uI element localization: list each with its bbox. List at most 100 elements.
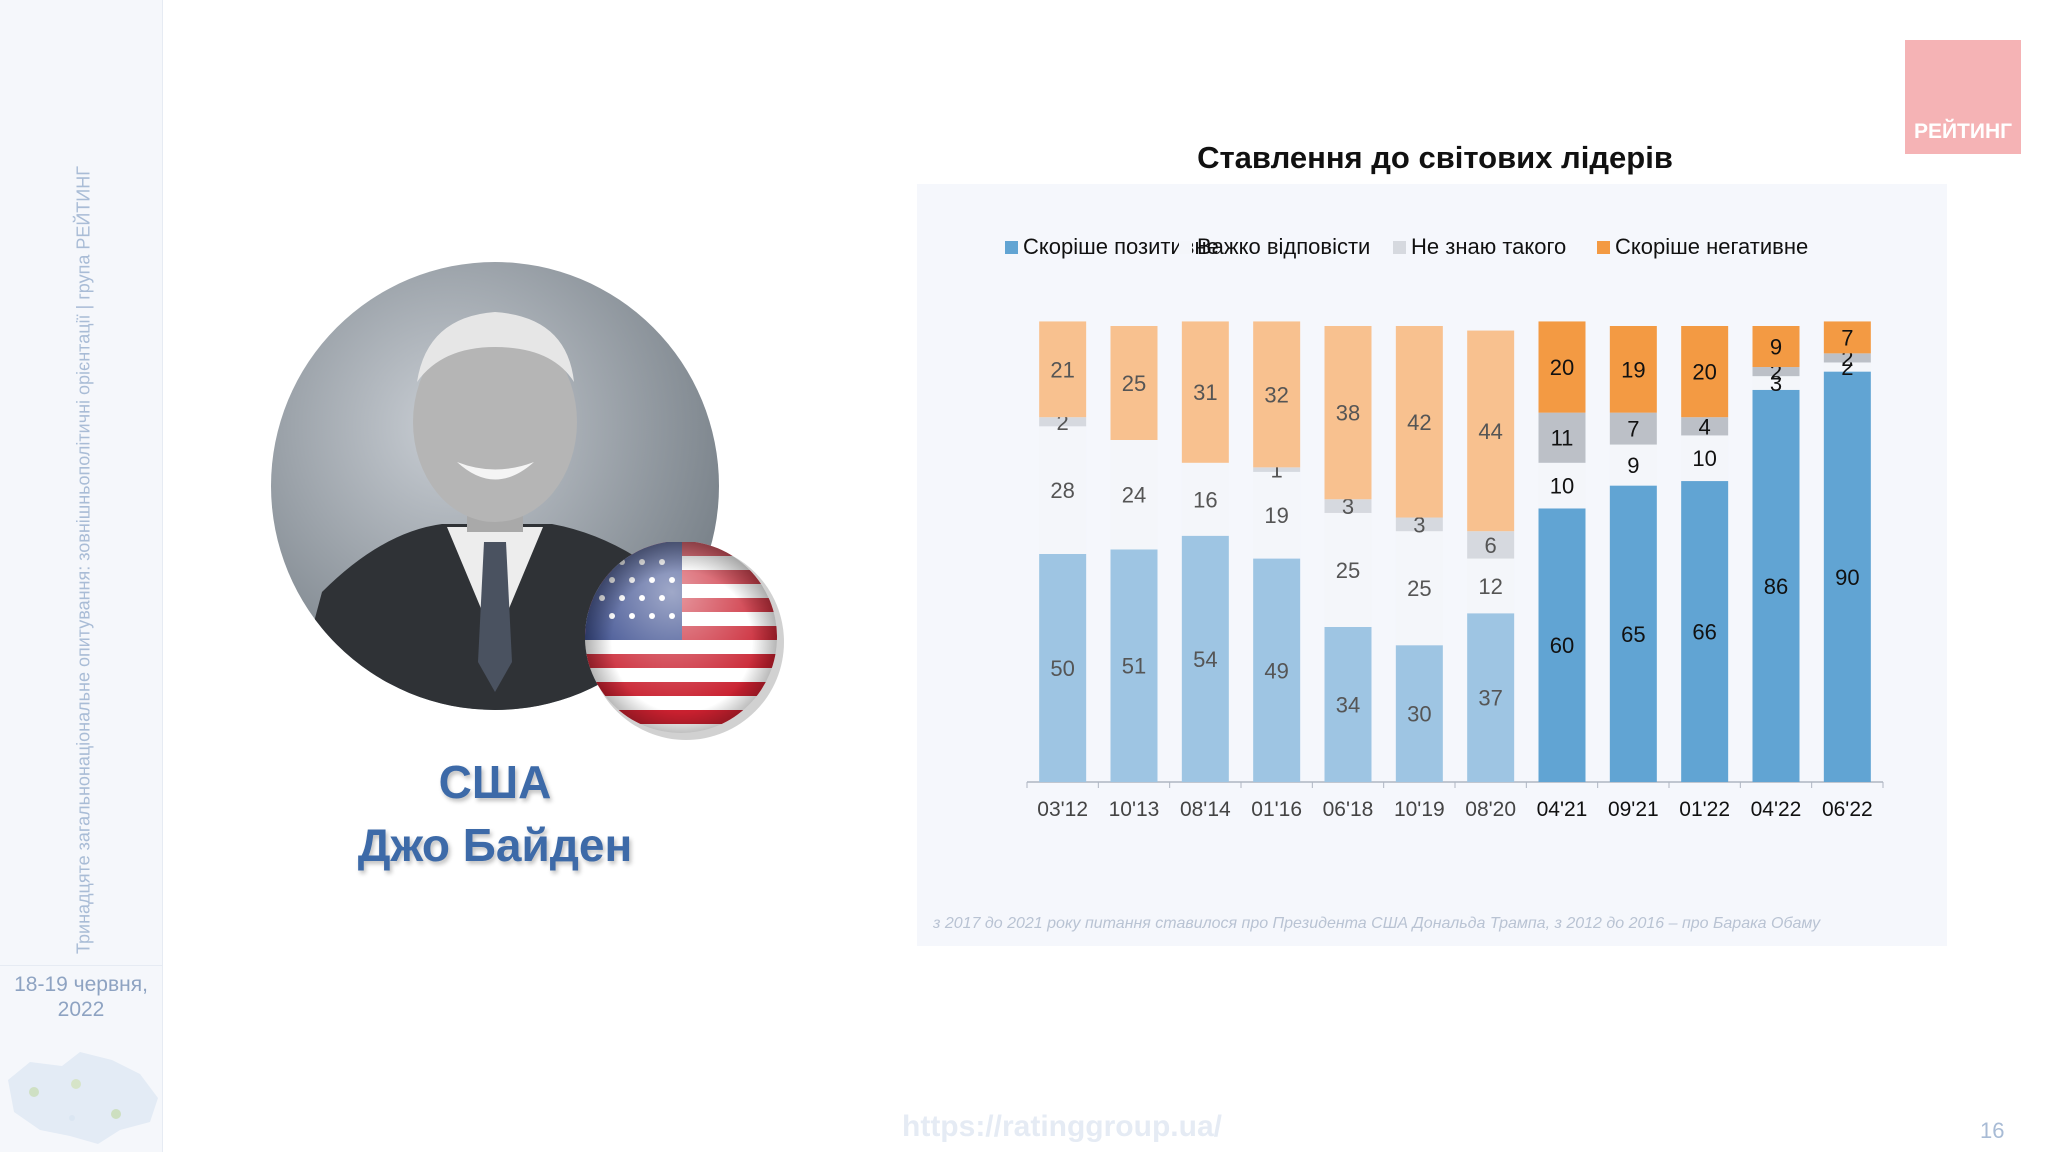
label-hard-to-say: 28 <box>1050 478 1074 503</box>
x-tick-label: 08'20 <box>1465 798 1516 821</box>
label-hard-to-say: 10 <box>1550 474 1574 499</box>
bar-dont-know <box>1467 531 1515 559</box>
bar-negative <box>1681 326 1729 418</box>
bar-positive <box>1538 508 1586 782</box>
country-name: США <box>438 756 552 808</box>
label-negative: 42 <box>1407 410 1431 435</box>
label-negative: 7 <box>1841 325 1853 350</box>
website-url[interactable]: https://ratinggroup.ua/ <box>902 1110 1222 1143</box>
label-hard-to-say: 19 <box>1264 503 1288 528</box>
label-positive: 60 <box>1550 633 1574 658</box>
legend-label: Скоріше негативне <box>1615 234 1808 259</box>
bar-negative <box>1609 326 1657 413</box>
bar-positive <box>1467 613 1515 782</box>
survey-date-line1: 18-19 червня, <box>14 973 148 996</box>
label-dont-know: 11 <box>1551 426 1574 451</box>
bar-positive <box>1253 558 1301 782</box>
bar-positive <box>1181 535 1229 782</box>
chart-title: Ставлення до світових лідерів <box>1197 140 1673 175</box>
label-hard-to-say: 25 <box>1336 558 1360 583</box>
bar-positive <box>1681 481 1729 782</box>
leader-name: Джо Байден <box>357 819 633 871</box>
bar-dont-know <box>1681 417 1729 436</box>
label-negative: 9 <box>1770 335 1782 360</box>
label-dont-know: 3 <box>1413 512 1425 537</box>
bar-dont-know <box>1823 353 1871 363</box>
bar-positive <box>1110 549 1158 782</box>
bar-negative <box>1752 326 1800 368</box>
label-negative: 31 <box>1193 380 1217 405</box>
rating-logo: РЕЙТИНГ <box>1905 40 2021 154</box>
label-positive: 30 <box>1407 702 1431 727</box>
x-tick-label: 08'14 <box>1180 798 1231 821</box>
bar-dont-know <box>1395 517 1443 532</box>
label-positive: 50 <box>1050 656 1074 681</box>
label-negative: 20 <box>1692 360 1716 385</box>
legend-label: Важко відповісти <box>1197 234 1370 259</box>
label-hard-to-say: 24 <box>1122 483 1146 508</box>
ukraine-map-icon <box>8 1052 158 1144</box>
label-positive: 49 <box>1264 658 1288 683</box>
portrait-graphic <box>271 262 784 740</box>
bar-hard-to-say <box>1467 558 1515 614</box>
bar-hard-to-say <box>1538 462 1586 509</box>
label-positive: 51 <box>1122 654 1146 679</box>
bar-hard-to-say <box>1823 362 1871 372</box>
bar-positive <box>1609 485 1657 782</box>
x-tick-label: 09'21 <box>1608 798 1659 821</box>
bar-dont-know <box>1324 499 1372 513</box>
label-negative: 20 <box>1550 355 1574 380</box>
label-negative: 25 <box>1122 371 1146 396</box>
legend-label: Не знаю такого <box>1411 234 1566 259</box>
label-hard-to-say: 9 <box>1627 453 1639 478</box>
label-negative: 32 <box>1264 382 1288 407</box>
bar-hard-to-say <box>1181 462 1229 536</box>
label-hard-to-say: 10 <box>1692 446 1716 471</box>
label-positive: 37 <box>1478 686 1502 711</box>
sidebar: Тринадцяте загальнонаціональне опитуванн… <box>0 0 163 1152</box>
x-tick-label: 03'12 <box>1037 798 1088 821</box>
page-number: 16 <box>1980 1118 2005 1143</box>
label-dont-know: 4 <box>1699 414 1711 439</box>
label-positive: 34 <box>1336 692 1360 717</box>
survey-date: 18-19 червня, 2022 <box>0 972 162 1022</box>
label-dont-know: 6 <box>1485 533 1497 558</box>
bar-negative <box>1467 330 1515 532</box>
x-tick-label: 06'22 <box>1822 798 1873 821</box>
x-tick-label: 10'13 <box>1109 798 1160 821</box>
bar-hard-to-say <box>1324 512 1372 627</box>
label-positive: 66 <box>1692 620 1716 645</box>
label-dont-know: 7 <box>1627 417 1639 442</box>
legend-swatch <box>1597 241 1610 254</box>
bar-positive <box>1324 626 1372 782</box>
label-negative: 38 <box>1336 401 1360 426</box>
bar-positive <box>1039 554 1087 782</box>
legend-swatch <box>1393 241 1406 254</box>
chart-footnote: з 2017 до 2021 року питання ставилося пр… <box>933 915 1821 932</box>
x-tick-label: 01'22 <box>1679 798 1730 821</box>
bar-dont-know <box>1253 467 1301 472</box>
bar-positive <box>1823 371 1871 782</box>
bar-hard-to-say <box>1110 440 1158 550</box>
bar-dont-know <box>1752 367 1800 377</box>
rating-logo-text: РЕЙТИНГ <box>1913 120 2013 143</box>
bar-hard-to-say <box>1039 426 1087 554</box>
bar-hard-to-say <box>1752 376 1800 390</box>
legend-swatch <box>1179 241 1192 254</box>
label-hard-to-say: 12 <box>1478 574 1502 599</box>
bar-positive <box>1395 645 1443 782</box>
label-negative: 19 <box>1621 357 1645 382</box>
survey-title-vertical: Тринадцяте загальнонаціональне опитуванн… <box>73 166 94 954</box>
label-hard-to-say: 16 <box>1193 487 1217 512</box>
bar-negative <box>1253 321 1301 468</box>
label-positive: 86 <box>1764 574 1788 599</box>
label-dont-know: 3 <box>1342 494 1354 519</box>
bar-hard-to-say <box>1253 471 1301 559</box>
label-positive: 54 <box>1193 647 1217 672</box>
bar-dont-know <box>1609 412 1657 445</box>
bar-negative <box>1039 321 1087 418</box>
bar-hard-to-say <box>1395 531 1443 646</box>
bar-negative <box>1324 326 1372 500</box>
bar-hard-to-say <box>1681 435 1729 482</box>
legend-swatch <box>1005 241 1018 254</box>
